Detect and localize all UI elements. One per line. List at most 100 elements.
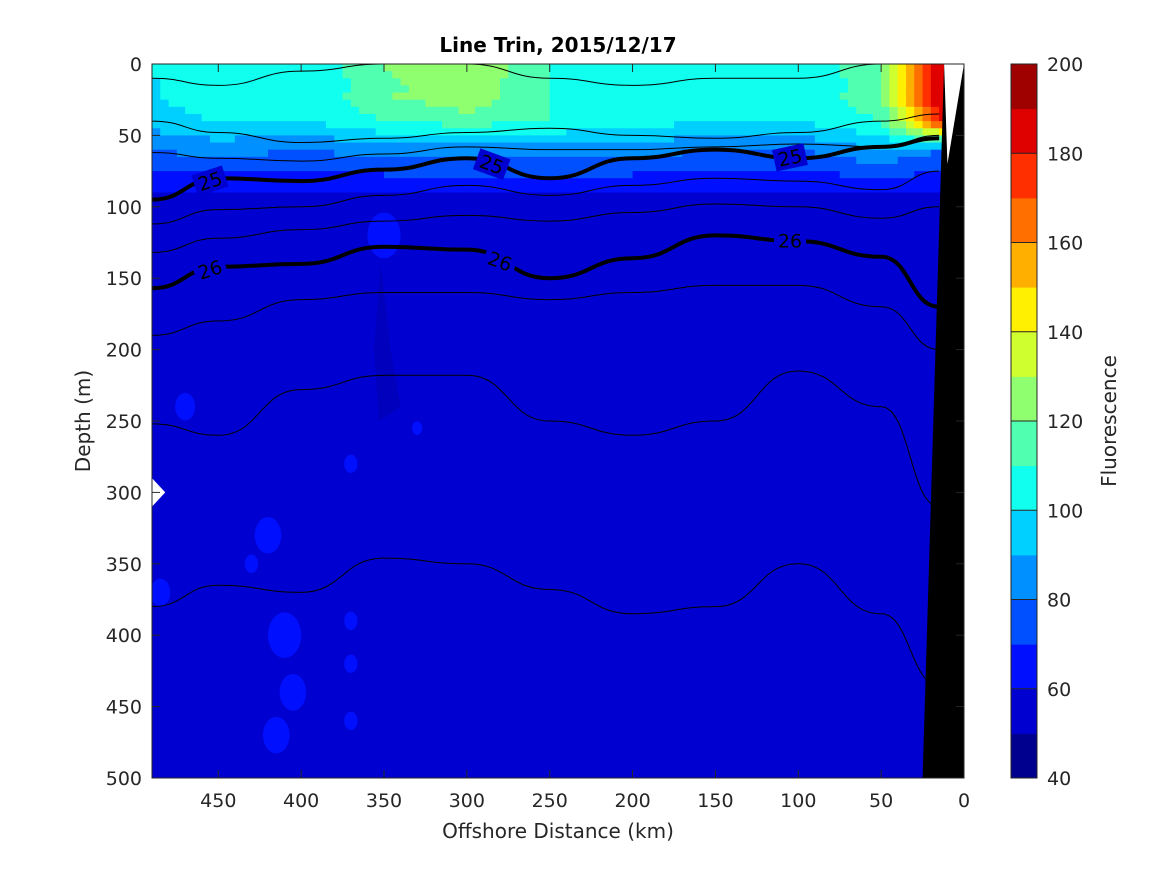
heatmap-cell [475, 192, 485, 201]
heatmap-cell [690, 156, 700, 165]
heatmap-cell [632, 106, 642, 115]
heatmap-patch [254, 516, 282, 554]
heatmap-cell [433, 78, 443, 87]
heatmap-cell [640, 99, 650, 108]
heatmap-patch [367, 212, 401, 259]
heatmap-cell [872, 106, 882, 115]
heatmap-cell [814, 156, 824, 165]
heatmap-cell [665, 163, 675, 172]
heatmap-cell [698, 199, 708, 208]
heatmap-cell [417, 199, 427, 208]
heatmap-cell [218, 192, 228, 201]
heatmap-cell [210, 163, 219, 172]
heatmap-cell [384, 171, 393, 179]
heatmap-cell [375, 64, 385, 72]
heatmap-cell [193, 156, 203, 165]
heatmap-cell [326, 92, 335, 101]
heatmap-cell [508, 113, 518, 122]
heatmap-cell [823, 99, 833, 108]
heatmap-cell [367, 185, 377, 194]
heatmap-cell [881, 163, 891, 172]
heatmap-cell [342, 92, 352, 101]
heatmap-cell [814, 92, 824, 101]
heatmap-cell [607, 121, 617, 129]
heatmap-cell [210, 121, 219, 129]
heatmap-cell [798, 92, 808, 101]
heatmap-cell [715, 163, 725, 172]
heatmap-cell [748, 71, 758, 79]
heatmap-cell [210, 192, 219, 201]
heatmap-cell [773, 85, 783, 94]
heatmap-cell [176, 192, 186, 201]
heatmap-cell [168, 121, 178, 129]
heatmap-cell [516, 78, 526, 87]
heatmap-cell [682, 85, 692, 94]
heatmap-cell [624, 78, 634, 87]
heatmap-cell [889, 192, 899, 201]
heatmap-cell [715, 149, 725, 158]
heatmap-cell [433, 106, 443, 115]
heatmap-cell [226, 128, 236, 136]
heatmap-cell [864, 106, 874, 115]
heatmap-cell [558, 192, 567, 201]
heatmap-cell [433, 135, 443, 144]
heatmap-cell [234, 106, 244, 115]
heatmap-cell [748, 99, 758, 108]
heatmap-cell [442, 163, 451, 172]
heatmap-cell [756, 78, 766, 87]
heatmap-cell [491, 128, 501, 136]
heatmap-cell [806, 85, 816, 94]
heatmap-cell [342, 192, 352, 201]
heatmap-cell [848, 113, 857, 122]
heatmap-cell [558, 171, 567, 179]
heatmap-cell [400, 92, 410, 101]
heatmap-cell [342, 99, 352, 108]
heatmap-cell [342, 199, 352, 208]
heatmap-cell [848, 178, 857, 186]
heatmap-cell [500, 199, 509, 208]
heatmap-cell [906, 192, 915, 201]
heatmap-cell [268, 92, 277, 101]
heatmap-cell [160, 163, 170, 172]
heatmap-cell [375, 171, 385, 179]
heatmap-cell [185, 171, 195, 179]
heatmap-cell [450, 106, 460, 115]
heatmap-cell [665, 85, 675, 94]
heatmap-cell [930, 163, 940, 172]
heatmap-cell [823, 185, 833, 194]
heatmap-cell [748, 192, 758, 201]
heatmap-cell [500, 128, 509, 136]
heatmap-cell [367, 85, 377, 94]
heatmap-cell [848, 85, 857, 94]
heatmap-cell [814, 163, 824, 172]
heatmap-cell [226, 113, 236, 122]
heatmap-cell [541, 171, 551, 179]
heatmap-cell [152, 185, 161, 194]
heatmap-cell [765, 128, 775, 136]
heatmap-cell [334, 185, 344, 194]
heatmap-cell [748, 128, 758, 136]
heatmap-cell [185, 71, 195, 79]
heatmap-cell [798, 163, 808, 172]
heatmap-cell [317, 106, 327, 115]
heatmap-cell [417, 106, 427, 115]
heatmap-cell [707, 121, 717, 129]
heatmap-cell [549, 71, 559, 79]
heatmap-cell [765, 64, 775, 72]
heatmap-cell [425, 192, 435, 201]
heatmap-cell [367, 156, 377, 165]
heatmap-cell [466, 113, 476, 122]
heatmap-cell [176, 178, 186, 186]
heatmap-cell [442, 113, 451, 122]
heatmap-cell [632, 113, 642, 122]
heatmap-cell [906, 85, 915, 94]
heatmap-cell [723, 149, 733, 158]
heatmap-cell [806, 78, 816, 87]
heatmap-cell [856, 185, 866, 194]
heatmap-cell [516, 192, 526, 201]
heatmap-cell [317, 85, 327, 94]
heatmap-cell [674, 171, 683, 179]
heatmap-cell [781, 178, 791, 186]
heatmap-cell [491, 135, 501, 144]
